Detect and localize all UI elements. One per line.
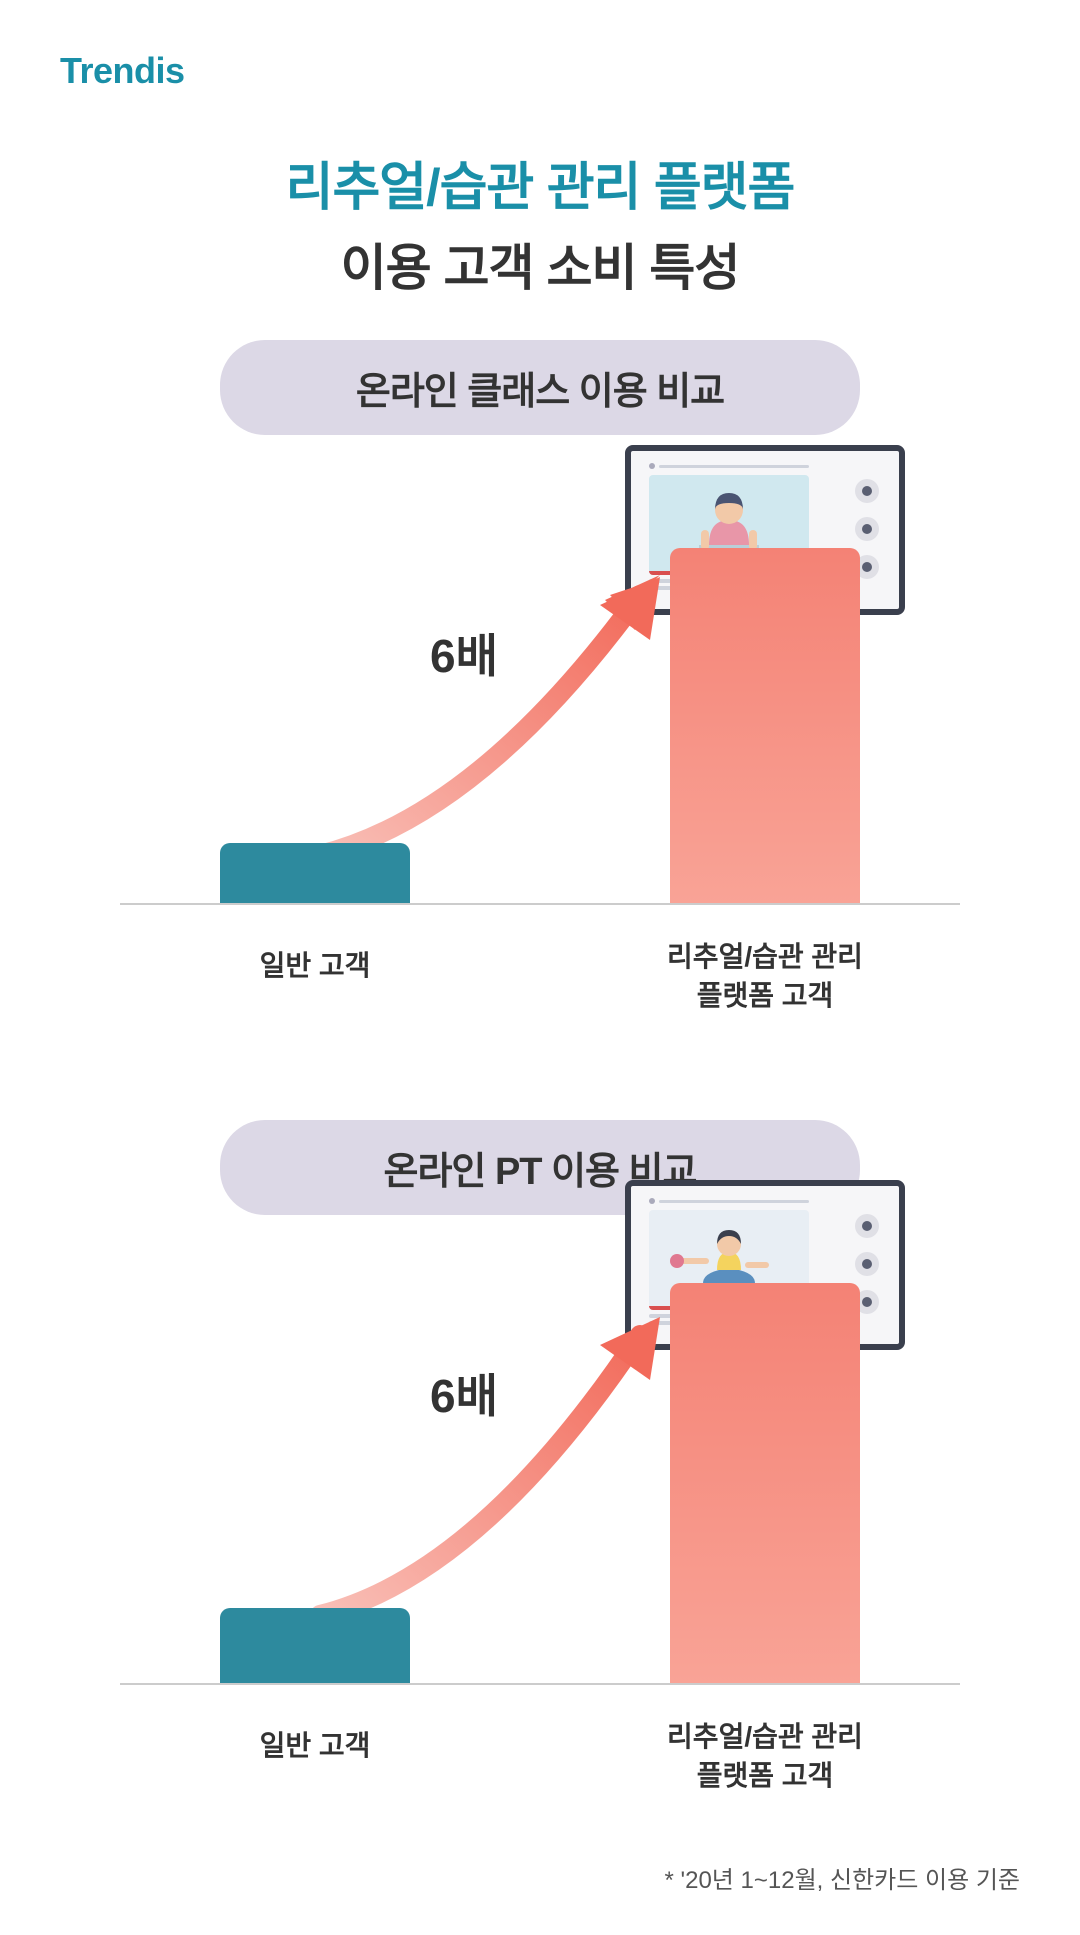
growth-arrow-icon [300, 555, 680, 875]
x-label-general: 일반 고객 [220, 1726, 410, 1765]
chart-area: 6배 일반 고객 리추얼/습관 관리 플랫폼 고객 [120, 1265, 960, 1765]
chart-pill-label: 온라인 클래스 이용 비교 [220, 340, 860, 435]
x-label-platform-l2: 플랫폼 고객 [697, 1760, 834, 1791]
video-title-bar [649, 461, 809, 471]
bar-platform-customer [670, 1283, 860, 1683]
growth-arrow-icon [300, 1295, 680, 1635]
x-label-platform: 리추얼/습관 관리 플랫폼 고객 [630, 937, 900, 1015]
pill-text: 온라인 클래스 이용 비교 [356, 371, 724, 413]
bar-platform-customer [670, 548, 860, 903]
x-label-platform-l1: 리추얼/습관 관리 [667, 941, 863, 972]
title-line-2: 이용 고객 소비 특성 [0, 228, 1080, 300]
logo: Trendis [60, 50, 185, 92]
multiplier-label: 6배 [430, 620, 498, 686]
bar-general-customer [220, 843, 410, 903]
title-line-1: 리추얼/습관 관리 플랫폼 [0, 145, 1080, 220]
chart-baseline [120, 1683, 960, 1685]
chart-area: 6배 일반 고객 리추얼/습관 관리 플랫폼 고객 [120, 485, 960, 985]
chart-baseline [120, 903, 960, 905]
x-label-platform: 리추얼/습관 관리 플랫폼 고객 [630, 1717, 900, 1795]
page-title: 리추얼/습관 관리 플랫폼 이용 고객 소비 특성 [0, 145, 1080, 300]
x-label-platform-l1: 리추얼/습관 관리 [667, 1721, 863, 1752]
x-label-platform-l2: 플랫폼 고객 [697, 980, 834, 1011]
bar-general-customer [220, 1608, 410, 1683]
video-title-bar [649, 1196, 809, 1206]
x-label-general: 일반 고객 [220, 946, 410, 985]
multiplier-label: 6배 [430, 1360, 498, 1426]
footnote: * '20년 1~12월, 신한카드 이용 기준 [665, 1860, 1020, 1895]
chart-online-class: 온라인 클래스 이용 비교 [0, 340, 1080, 985]
chart-online-pt: 온라인 PT 이용 비교 [0, 1120, 1080, 1765]
